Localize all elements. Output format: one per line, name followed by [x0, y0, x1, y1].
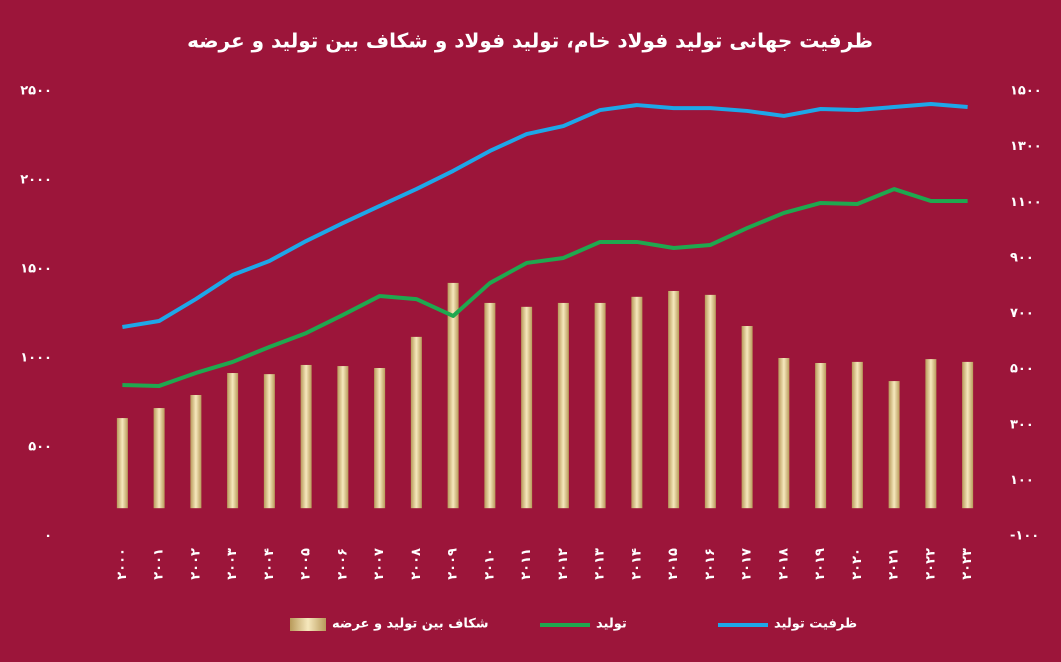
x-tick-label: ۲۰۱۷: [740, 548, 755, 580]
x-tick-label: ۲۰۱۸: [776, 548, 791, 580]
bar: [668, 290, 680, 509]
bar: [116, 418, 128, 509]
y-tick-label: ۱۰۰۰: [20, 351, 52, 366]
bar: [557, 302, 569, 509]
x-tick-label: ۲۰۰۳: [225, 548, 240, 580]
legend-swatch: [290, 618, 326, 631]
x-tick-label: ۲۰۲۰: [850, 548, 865, 580]
bar: [190, 394, 202, 509]
y2-tick-label: ۱۰۰: [1010, 473, 1034, 488]
bar: [594, 302, 606, 509]
legend-label: ظرفیت تولید: [774, 617, 857, 632]
bar: [925, 359, 937, 509]
y-tick-label: ۲۵۰۰: [20, 84, 52, 99]
line: [122, 187, 968, 388]
y2-tick-label: -۱۰۰: [1010, 529, 1039, 544]
x-tick-label: ۲۰۲۱: [887, 548, 902, 580]
x-tick-label: ۲۰۲۳: [960, 548, 975, 580]
bar: [337, 366, 349, 509]
bar: [300, 364, 312, 509]
legend-label: شکاف بین تولید و عرضه: [332, 617, 489, 632]
bar: [484, 302, 496, 509]
x-tick-label: ۲۰۰۸: [409, 548, 424, 580]
y-tick-label: ۲۰۰۰: [20, 173, 52, 188]
y2-tick-label: ۱۵۰۰: [1010, 84, 1042, 99]
x-tick-label: ۲۰۱۲: [556, 548, 571, 580]
bar: [521, 306, 533, 509]
x-tick-label: ۲۰۱۹: [813, 548, 828, 580]
x-tick-label: ۲۰۲۲: [923, 548, 938, 580]
x-tick-label: ۲۰۱۳: [593, 548, 608, 580]
chart-title: ظرفیت جهانی تولید فولاد خام، تولید فولاد…: [187, 29, 873, 53]
bar: [227, 373, 239, 509]
line: [122, 101, 968, 330]
x-tick-label: ۲۰۱۰: [482, 548, 497, 580]
y2-tick-label: ۷۰۰: [1010, 306, 1034, 321]
x-tick-label: ۲۰۱۱: [519, 548, 534, 580]
x-tick-label: ۲۰۰۹: [446, 548, 461, 580]
bar: [962, 361, 974, 509]
bar: [374, 368, 386, 509]
y2-tick-label: ۱۱۰۰: [1010, 195, 1042, 210]
x-tick-label: ۲۰۰۲: [188, 548, 203, 580]
x-tick-label: ۲۰۱۵: [666, 548, 681, 580]
y2-tick-label: ۱۳۰۰: [1010, 139, 1042, 154]
x-tick-label: ۲۰۰۷: [372, 548, 387, 580]
x-tick-label: ۲۰۰۶: [335, 548, 350, 580]
y2-tick-label: ۹۰۰: [1010, 250, 1034, 265]
bar: [410, 336, 422, 509]
y-tick-label: ۵۰۰: [28, 440, 52, 455]
x-tick-label: ۲۰۰۰: [115, 548, 130, 580]
y-tick-label: ۱۵۰۰: [20, 262, 52, 277]
x-tick-label: ۲۰۰۱: [152, 548, 167, 580]
bar: [778, 358, 790, 509]
y2-tick-label: ۵۰۰: [1010, 362, 1034, 377]
bar: [851, 361, 863, 509]
bar: [815, 363, 827, 509]
bar: [153, 408, 165, 509]
bar: [704, 294, 716, 509]
x-tick-label: ۲۰۰۵: [299, 548, 314, 580]
x-tick-label: ۲۰۱۴: [629, 548, 644, 580]
bar: [263, 374, 275, 509]
bar: [447, 282, 459, 509]
y-tick-label: ۰: [44, 529, 52, 544]
x-tick-label: ۲۰۰۴: [262, 548, 277, 580]
bar: [741, 326, 753, 509]
bar: [631, 296, 643, 509]
bar: [888, 381, 900, 509]
legend-label: تولید: [596, 617, 627, 632]
x-tick-label: ۲۰۱۶: [703, 548, 718, 580]
y2-tick-label: ۳۰۰: [1010, 417, 1034, 432]
